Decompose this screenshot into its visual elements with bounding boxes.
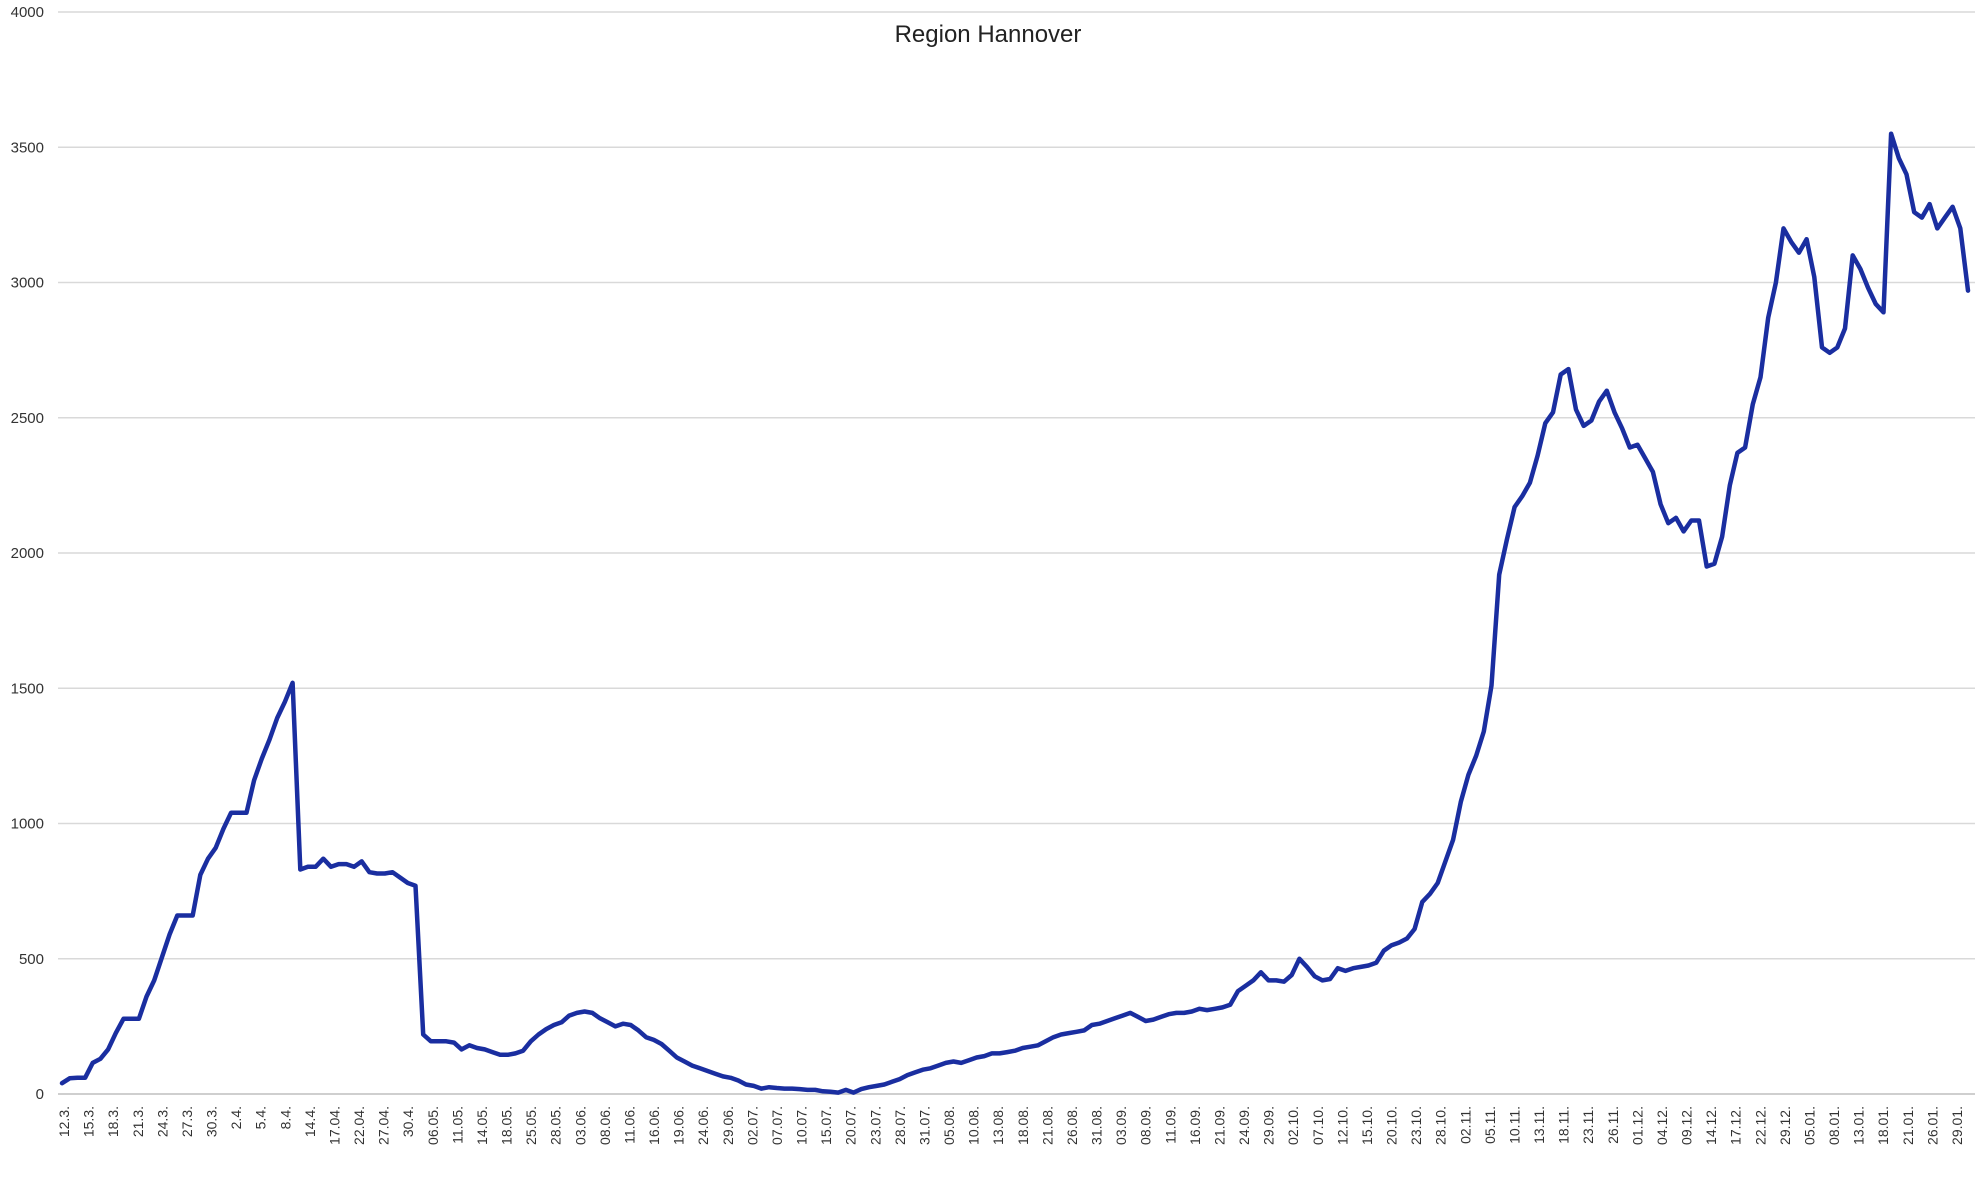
x-tick-label: 26.11. [1605, 1106, 1621, 1144]
y-axis-tick-labels: 0 500 1000 1500 2000 2500 3000 3500 4000 [11, 4, 44, 1103]
x-tick-label: 03.09. [1113, 1106, 1129, 1145]
x-tick-label: 10.07. [794, 1106, 810, 1145]
y-tick-label: 3000 [11, 275, 44, 292]
x-tick-label: 17.04. [326, 1106, 342, 1145]
x-tick-label: 23.07. [867, 1106, 883, 1145]
x-tick-label: 26.01. [1924, 1106, 1940, 1145]
x-tick-label: 07.10. [1310, 1106, 1326, 1145]
x-tick-label: 21.08. [1039, 1106, 1055, 1145]
y-tick-label: 2000 [11, 545, 44, 562]
series-line-0 [59, 131, 1971, 1095]
x-tick-label: 28.05. [548, 1106, 564, 1145]
x-tick-label: 24.06. [695, 1106, 711, 1145]
x-tick-label: 05.11. [1482, 1106, 1498, 1144]
x-tick-label: 10.08. [966, 1106, 982, 1145]
x-tick-label: 29.06. [720, 1106, 736, 1145]
x-tick-label: 30.3. [204, 1106, 220, 1137]
x-tick-label: 26.08. [1064, 1106, 1080, 1145]
x-tick-label: 15.10. [1359, 1106, 1375, 1145]
x-tick-label: 29.12. [1777, 1106, 1793, 1145]
x-tick-label: 27.04. [376, 1106, 392, 1145]
x-tick-label: 27.3. [179, 1106, 195, 1137]
x-tick-label: 29.01. [1949, 1106, 1965, 1145]
x-tick-label: 18.08. [1015, 1106, 1031, 1145]
series-group [59, 131, 1971, 1095]
x-tick-label: 23.11. [1580, 1106, 1596, 1144]
x-tick-label: 29.09. [1261, 1106, 1277, 1145]
x-tick-label: 08.09. [1138, 1106, 1154, 1145]
x-tick-label: 25.05. [523, 1106, 539, 1145]
x-tick-label: 15.3. [81, 1106, 97, 1137]
x-tick-label: 11.09. [1162, 1106, 1178, 1144]
x-tick-label: 01.12. [1629, 1106, 1645, 1145]
x-axis-tick-labels: 12.3. 15.3. 18.3. 21.3. 24.3. 27.3. 30.3. 2.4. 5… [56, 1106, 1965, 1145]
x-tick-label: 28.07. [892, 1106, 908, 1145]
x-tick-label: 18.01. [1875, 1106, 1891, 1145]
y-tick-label: 4000 [11, 4, 44, 21]
x-tick-label: 14.4. [302, 1106, 318, 1137]
x-tick-label: 5.4. [253, 1106, 269, 1129]
x-tick-label: 14.12. [1703, 1106, 1719, 1145]
x-tick-label: 16.06. [646, 1106, 662, 1145]
x-tick-label: 31.08. [1089, 1106, 1105, 1145]
x-tick-label: 12.10. [1334, 1106, 1350, 1145]
chart-title: Region Hannover [895, 21, 1082, 48]
x-tick-label: 22.04. [351, 1106, 367, 1145]
x-tick-label: 18.3. [105, 1106, 121, 1137]
x-tick-label: 06.05. [425, 1106, 441, 1145]
x-tick-label: 03.06. [572, 1106, 588, 1145]
x-tick-label: 11.05. [449, 1106, 465, 1144]
x-tick-label: 05.08. [941, 1106, 957, 1145]
x-tick-label: 24.3. [154, 1106, 170, 1137]
x-tick-label: 15.07. [818, 1106, 834, 1145]
x-tick-label: 05.01. [1801, 1106, 1817, 1145]
x-tick-label: 19.06. [671, 1106, 687, 1145]
x-tick-label: 11.06. [621, 1106, 637, 1144]
x-tick-label: 13.01. [1851, 1106, 1867, 1145]
y-tick-label: 0 [36, 1086, 44, 1103]
x-tick-label: 23.10. [1408, 1106, 1424, 1145]
x-tick-label: 16.09. [1187, 1106, 1203, 1145]
x-tick-label: 21.3. [130, 1106, 146, 1137]
gridlines [58, 11, 1975, 1095]
y-tick-label: 1500 [11, 680, 44, 697]
y-tick-label: 2500 [11, 410, 44, 427]
x-tick-label: 31.07. [916, 1106, 932, 1145]
x-tick-label: 28.10. [1433, 1106, 1449, 1145]
x-tick-label: 20.10. [1384, 1106, 1400, 1145]
x-tick-label: 14.05. [474, 1106, 490, 1145]
x-tick-label: 24.09. [1236, 1106, 1252, 1145]
x-tick-label: 04.12. [1654, 1106, 1670, 1145]
x-tick-label: 21.01. [1900, 1106, 1916, 1145]
x-tick-label: 13.11. [1531, 1106, 1547, 1144]
x-tick-label: 02.10. [1285, 1106, 1301, 1145]
x-tick-label: 13.08. [990, 1106, 1006, 1145]
y-tick-label: 3500 [11, 139, 44, 156]
x-tick-label: 30.4. [400, 1106, 416, 1137]
x-tick-label: 02.07. [744, 1106, 760, 1145]
x-tick-label: 22.12. [1752, 1106, 1768, 1145]
x-tick-label: 07.07. [769, 1106, 785, 1145]
y-tick-label: 500 [19, 951, 44, 968]
x-tick-label: 09.12. [1679, 1106, 1695, 1145]
x-tick-label: 08.01. [1826, 1106, 1842, 1145]
x-tick-label: 10.11. [1506, 1106, 1522, 1144]
x-tick-label: 20.07. [843, 1106, 859, 1145]
x-tick-label: 8.4. [277, 1106, 293, 1129]
y-tick-label: 1000 [11, 816, 44, 833]
x-tick-label: 21.09. [1211, 1106, 1227, 1145]
x-tick-label: 18.11. [1556, 1106, 1572, 1144]
x-tick-label: 17.12. [1728, 1106, 1744, 1145]
x-tick-label: 02.11. [1457, 1106, 1473, 1144]
x-tick-label: 12.3. [56, 1106, 72, 1137]
x-tick-label: 08.06. [597, 1106, 613, 1145]
x-tick-label: 18.05. [499, 1106, 515, 1145]
x-tick-label: 2.4. [228, 1106, 244, 1129]
